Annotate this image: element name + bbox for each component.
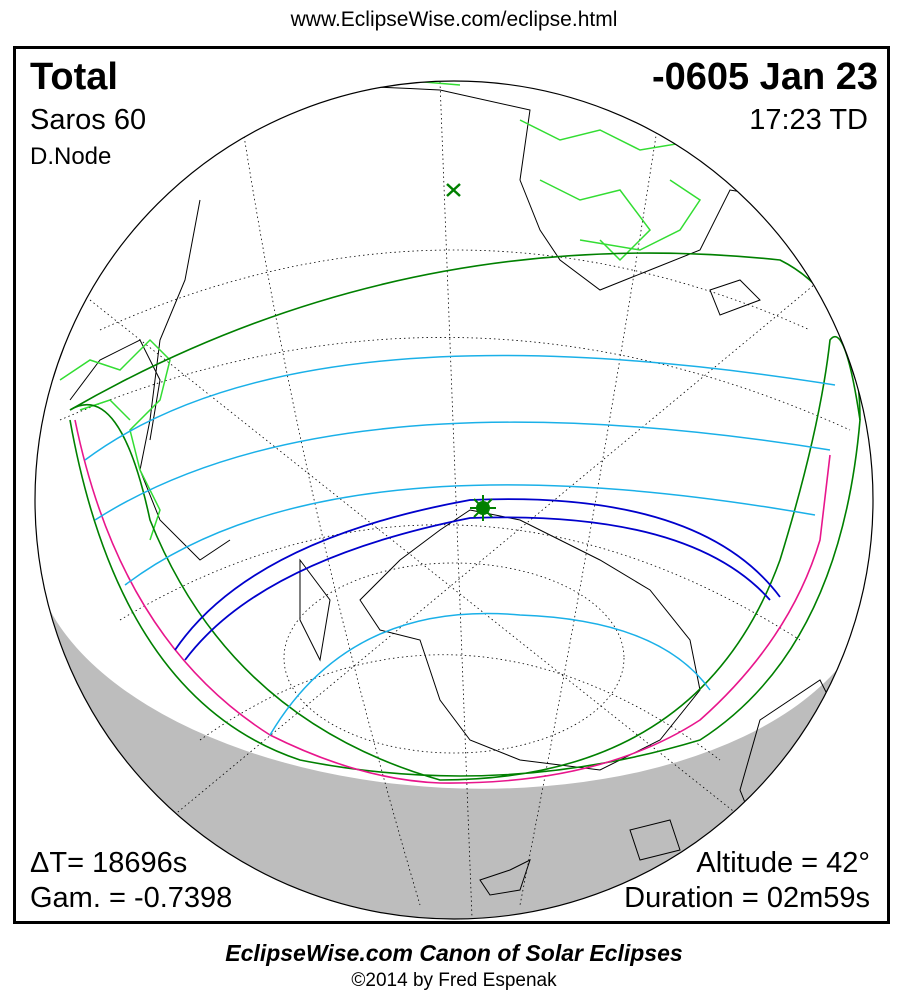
umbral-path	[174, 498, 781, 661]
sub-solar-x-marker	[446, 183, 461, 197]
greatest-eclipse-star	[470, 495, 496, 521]
map-frame	[13, 46, 890, 924]
day-side-lower	[35, 331, 873, 789]
eclipse-time: 17:23 TD	[749, 104, 868, 136]
totality-duration: Duration = 02m59s	[624, 882, 870, 914]
eclipse-date: -0605 Jan 23	[651, 56, 878, 98]
globe-outline	[34, 80, 874, 920]
node: D.Node	[30, 143, 112, 170]
source-url[interactable]: www.EclipseWise.com/eclipse.html	[290, 8, 618, 31]
gamma: Gam. = -0.7398	[30, 882, 233, 914]
delta-t: ΔT= 18696s	[30, 847, 188, 879]
footer-title: EclipseWise.com Canon of Solar Eclipses	[225, 940, 683, 966]
saros-number: Saros 60	[30, 104, 147, 136]
partial-magnitude-lines	[84, 354, 836, 736]
eclipse-type: Total	[30, 56, 118, 98]
rise-set-curves	[74, 419, 831, 784]
footer-copyright: ©2014 by Fred Espenak	[351, 970, 557, 991]
graticule	[59, 81, 851, 919]
sun-altitude: Altitude = 42°	[696, 847, 870, 879]
